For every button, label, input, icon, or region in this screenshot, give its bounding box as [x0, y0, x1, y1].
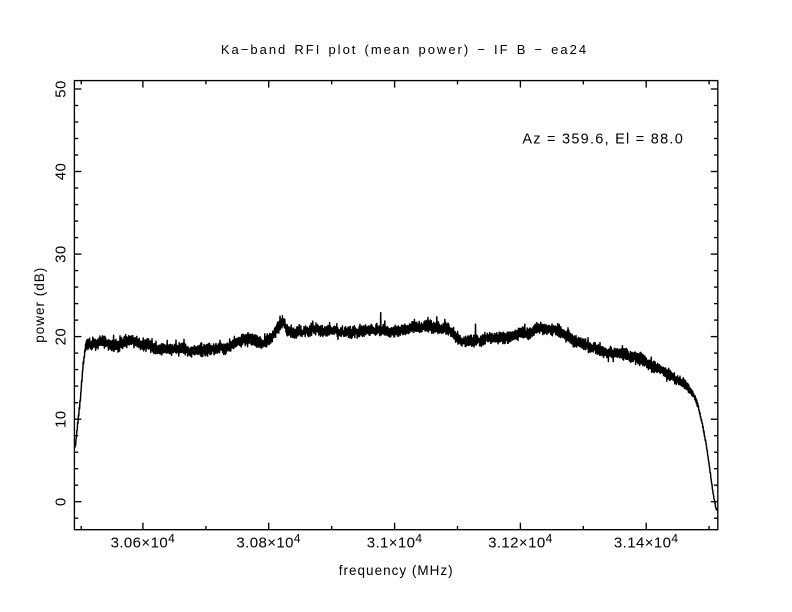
svg-text:3.12×104: 3.12×104 — [488, 531, 553, 551]
svg-text:3.1×104: 3.1×104 — [367, 531, 423, 551]
svg-text:0: 0 — [52, 497, 69, 506]
svg-text:30: 30 — [52, 245, 69, 263]
svg-text:power (dB): power (dB) — [32, 267, 47, 343]
svg-text:frequency (MHz): frequency (MHz) — [339, 563, 454, 578]
svg-text:20: 20 — [52, 328, 69, 346]
svg-text:3.08×104: 3.08×104 — [236, 531, 301, 551]
svg-text:3.14×104: 3.14×104 — [614, 531, 679, 551]
svg-text:40: 40 — [52, 163, 69, 181]
svg-text:10: 10 — [52, 410, 69, 428]
svg-text:Ka−band RFI plot (mean power): Ka−band RFI plot (mean power) − IF B − e… — [221, 42, 588, 57]
svg-text:50: 50 — [52, 80, 69, 98]
svg-text:3.06×104: 3.06×104 — [111, 531, 176, 551]
svg-text:Az = 359.6, El = 88.0: Az = 359.6, El = 88.0 — [522, 131, 684, 147]
